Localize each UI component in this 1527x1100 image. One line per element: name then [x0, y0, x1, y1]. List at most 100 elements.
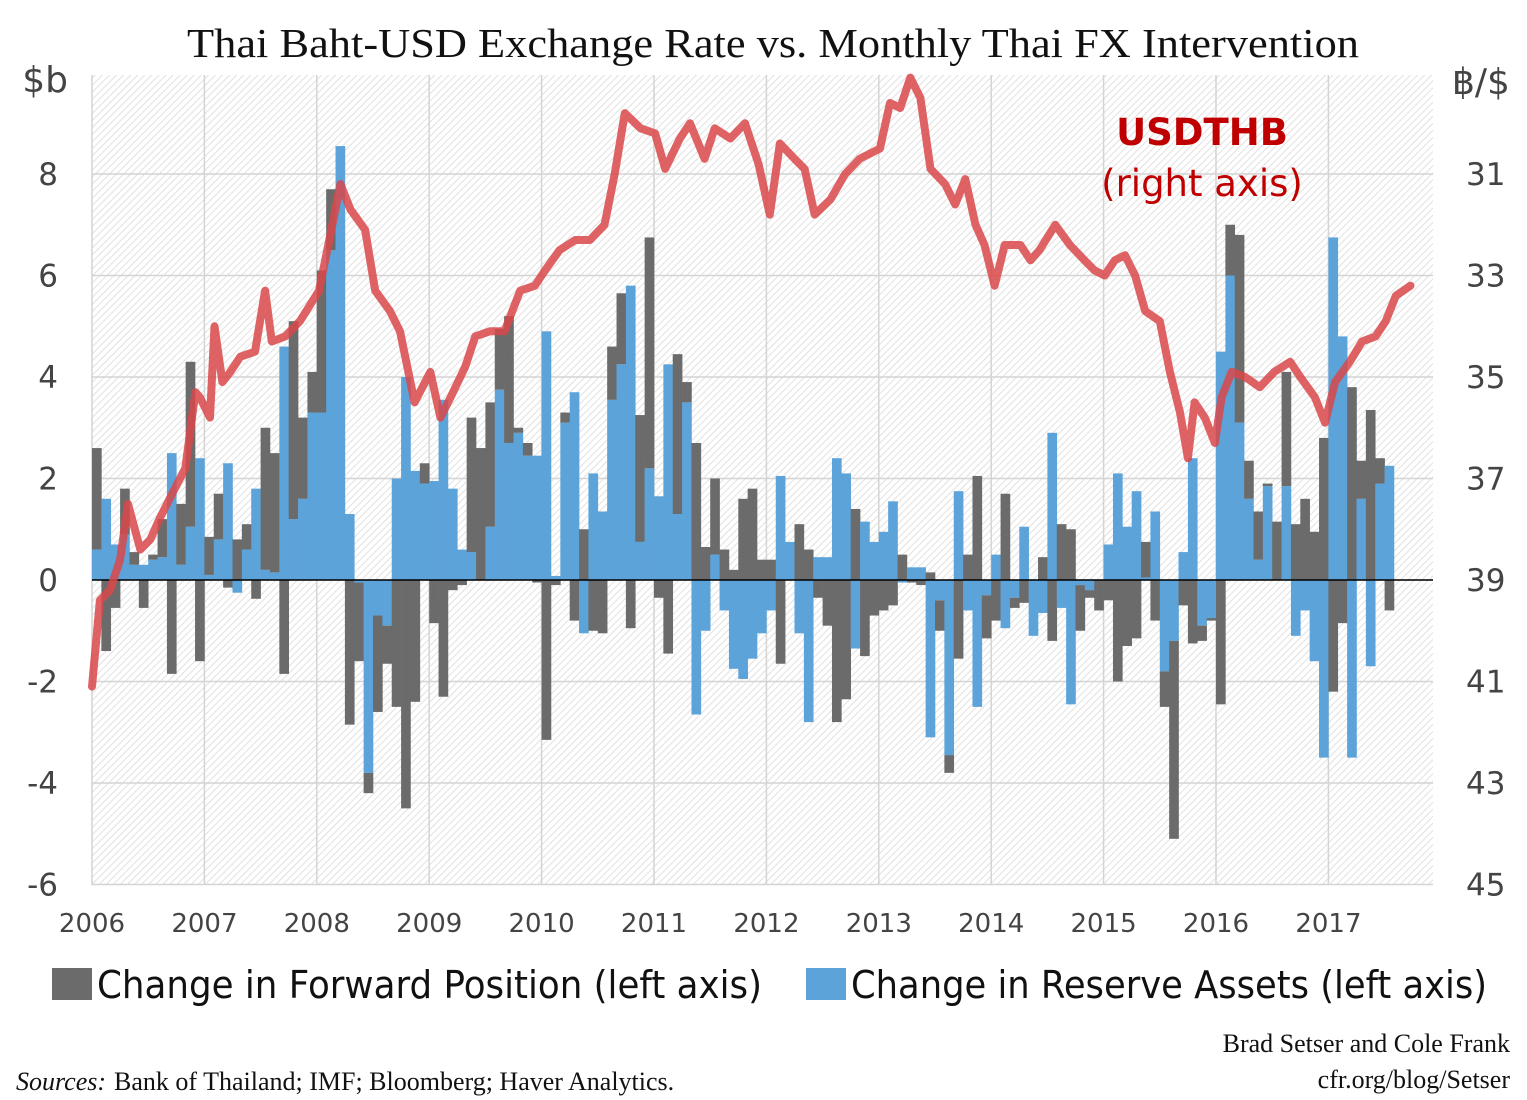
bar-reserve-assets [157, 557, 168, 580]
right-axis-tick-label: 31 [1466, 157, 1505, 193]
bar-reserve-assets [822, 557, 833, 580]
bar-forward-position [1066, 529, 1076, 580]
left-axis-tick-label: 6 [38, 259, 58, 295]
bar-reserve-assets [579, 580, 589, 634]
bar-forward-position [1141, 541, 1151, 578]
bar-reserve-assets [457, 549, 467, 580]
bar-forward-position [1384, 580, 1395, 611]
x-axis-tick-label: 2017 [1295, 909, 1361, 939]
x-axis-tick-label: 2012 [733, 909, 799, 939]
bar-reserve-assets [1216, 351, 1226, 580]
bar-reserve-assets [260, 569, 271, 580]
bar-reserve-assets [1365, 580, 1376, 667]
bar-reserve-assets [363, 580, 374, 773]
bar-forward-position [110, 580, 121, 608]
bar-forward-position [1234, 234, 1245, 423]
bar-forward-position [298, 417, 308, 499]
bar-forward-position [1328, 580, 1339, 692]
bar-forward-position [476, 448, 486, 580]
bar-forward-position [1112, 580, 1123, 682]
bar-forward-position [766, 559, 777, 580]
bar-forward-position [579, 529, 589, 580]
bar-reserve-assets [588, 473, 599, 580]
bar-forward-position [1197, 625, 1207, 641]
bar-reserve-assets [1112, 473, 1123, 580]
bar-forward-position [1244, 460, 1254, 499]
bar-forward-position [906, 580, 917, 583]
bar-forward-position [616, 293, 627, 365]
legend-swatch-forward [52, 968, 92, 1000]
bar-forward-position [316, 270, 327, 413]
bar-reserve-assets [1375, 483, 1385, 580]
bar-forward-position [1056, 524, 1067, 580]
bar-forward-position [138, 580, 149, 608]
bar-forward-position [1122, 580, 1132, 646]
bar-reserve-assets [1000, 580, 1011, 629]
bar-reserve-assets [1141, 577, 1151, 580]
bar-reserve-assets [391, 478, 402, 580]
bar-reserve-assets [981, 580, 992, 596]
usdthb-line-series [88, 73, 1415, 691]
bar-reserve-assets [204, 574, 215, 580]
bar-reserve-assets [176, 564, 186, 580]
credit-url: cfr.org/blog/Setser [1318, 1065, 1511, 1094]
bar-forward-position [1047, 580, 1058, 641]
bar-forward-position [223, 580, 233, 588]
bar-forward-position [1159, 671, 1170, 707]
bar-forward-position [1000, 493, 1011, 580]
bar-reserve-assets [1066, 580, 1076, 705]
bar-reserve-assets [195, 458, 205, 580]
bar-forward-position [841, 580, 851, 700]
bar-reserve-assets [1169, 580, 1179, 641]
bar-forward-position [419, 463, 430, 484]
bar-forward-position [1309, 531, 1320, 580]
legend-label-forward: Change in Forward Position (left axis) [97, 963, 762, 1007]
bar-reserve-assets [251, 488, 261, 580]
bar-reserve-assets [972, 580, 983, 707]
bar-reserve-assets [513, 432, 524, 580]
bar-reserve-assets [1084, 580, 1095, 591]
bar-forward-position [710, 478, 720, 555]
bar-reserve-assets [719, 580, 730, 611]
bar-forward-position [241, 524, 252, 550]
bar-forward-position [307, 371, 318, 413]
axis-ticks: -6 -4 -2 0 2 4 6 8 31 33 35 37 39 41 43 45 2006 2007 2008 2… [27, 157, 1505, 939]
bar-reserve-assets [1328, 237, 1339, 580]
bar-reserve-assets [757, 580, 767, 634]
bar-reserve-assets [775, 475, 786, 580]
bar-reserve-assets [1244, 498, 1254, 580]
bar-forward-position [1356, 460, 1367, 499]
bar-reserve-assets [92, 549, 102, 580]
bar-forward-position [269, 453, 280, 573]
bar-forward-position [157, 519, 168, 558]
bar-forward-position [860, 580, 870, 657]
bar-forward-position [981, 595, 992, 639]
bar-forward-position [1009, 597, 1020, 608]
bar-reserve-assets [607, 399, 617, 580]
bar-forward-position [682, 382, 692, 403]
bar-reserve-assets [1253, 559, 1264, 580]
bar-reserve-assets [1234, 422, 1245, 580]
bar-reserve-assets [1056, 580, 1067, 608]
bar-forward-position [1375, 458, 1385, 484]
bar-reserve-assets [1038, 580, 1048, 613]
bar-forward-position [869, 580, 880, 616]
bar-reserve-assets [1290, 580, 1301, 636]
bar-forward-position [888, 580, 898, 606]
bar-forward-position [1319, 437, 1329, 580]
bar-forward-position [738, 498, 748, 580]
bar-forward-position [916, 580, 926, 586]
bar-reserve-assets [288, 519, 299, 580]
bar-reserve-assets [401, 377, 411, 580]
bar-reserve-assets [354, 580, 364, 583]
bar-reserve-assets [682, 402, 692, 580]
x-axis-tick-label: 2006 [59, 909, 125, 939]
bar-forward-position [691, 442, 702, 580]
legend: Change in Forward Position (left axis) C… [52, 963, 1487, 1007]
bar-reserve-assets [232, 580, 243, 593]
bar-reserve-assets [485, 526, 496, 580]
bar-forward-position [195, 580, 205, 662]
bar-forward-position [822, 580, 833, 626]
bar-forward-position [1216, 580, 1226, 705]
annotation-usdthb: USDTHB [1116, 111, 1288, 154]
